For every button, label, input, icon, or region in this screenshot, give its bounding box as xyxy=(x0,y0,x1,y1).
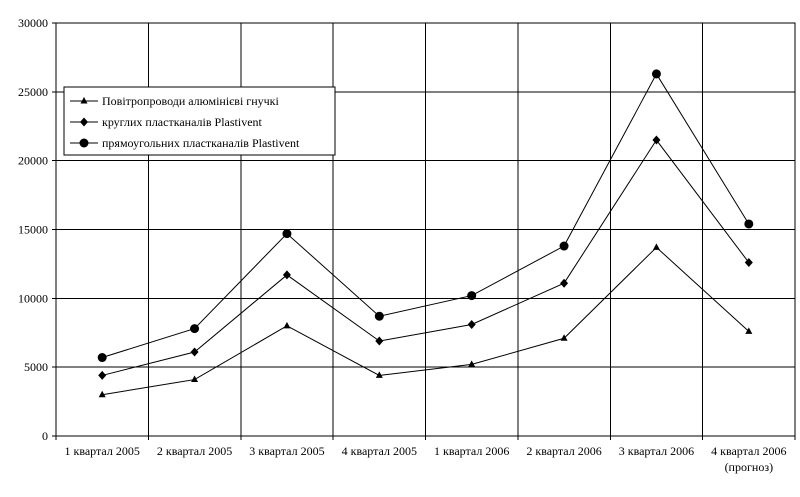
data-point-series-2 xyxy=(652,135,661,145)
data-point-series-2 xyxy=(282,270,291,280)
data-point-series-3 xyxy=(190,324,200,334)
x-tick-label: 4 квартал 2005 xyxy=(342,444,417,458)
data-point-series-2 xyxy=(98,370,107,380)
data-point-series-2 xyxy=(375,336,384,346)
x-tick-label: 4 квартал 2006 xyxy=(711,444,786,458)
y-tick-label: 30000 xyxy=(18,16,48,30)
data-point-series-1 xyxy=(468,360,476,367)
data-point-series-3 xyxy=(651,69,661,79)
legend-marker-2 xyxy=(80,117,88,127)
x-tick-label: 3 квартал 2005 xyxy=(249,444,324,458)
y-tick-label: 15000 xyxy=(18,223,48,237)
data-point-series-2 xyxy=(560,278,569,288)
data-point-series-3 xyxy=(97,353,107,363)
y-tick-label: 10000 xyxy=(18,291,48,305)
series-line-1 xyxy=(102,246,750,396)
x-tick-label: 1 квартал 2005 xyxy=(65,444,140,458)
data-point-series-1 xyxy=(652,243,660,250)
data-point-series-1 xyxy=(375,371,383,378)
data-point-series-2 xyxy=(190,347,199,357)
data-point-series-3 xyxy=(467,291,477,301)
x-tick-label: 2 квартал 2006 xyxy=(526,444,601,458)
data-point-series-1 xyxy=(283,321,291,329)
data-point-series-3 xyxy=(559,241,569,251)
x-tick-label: 2 квартал 2005 xyxy=(157,444,232,458)
legend-label-2: круглих пластканалів Plastivent xyxy=(102,115,263,129)
y-tick-label: 0 xyxy=(42,429,48,443)
series-line-3 xyxy=(102,72,750,359)
legend-label-1: Повітропроводи алюмінієві гнучкі xyxy=(102,94,280,108)
x-tick-label-note: (прогноз) xyxy=(725,460,774,474)
y-tick-label: 25000 xyxy=(18,85,48,99)
y-tick-label: 20000 xyxy=(18,154,48,168)
legend-marker-3 xyxy=(79,138,89,148)
x-tick-label: 1 квартал 2006 xyxy=(434,444,509,458)
data-point-series-1 xyxy=(98,390,106,398)
data-point-series-1 xyxy=(191,375,199,383)
plot-area-border xyxy=(55,22,796,437)
legend-marker-1 xyxy=(80,97,88,104)
legend-box xyxy=(63,86,336,156)
data-point-series-1 xyxy=(745,327,753,334)
legend-label-3: прямоугольних пластканалів Plastivent xyxy=(102,136,300,150)
series-line-2 xyxy=(102,139,750,376)
data-point-series-3 xyxy=(744,219,754,229)
data-point-series-2 xyxy=(467,319,476,329)
x-tick-label: 3 квартал 2006 xyxy=(619,444,694,458)
data-point-series-3 xyxy=(374,311,384,321)
data-point-series-2 xyxy=(744,258,753,268)
data-point-series-1 xyxy=(560,334,568,341)
y-tick-label: 5000 xyxy=(24,360,48,374)
data-point-series-3 xyxy=(282,229,292,239)
